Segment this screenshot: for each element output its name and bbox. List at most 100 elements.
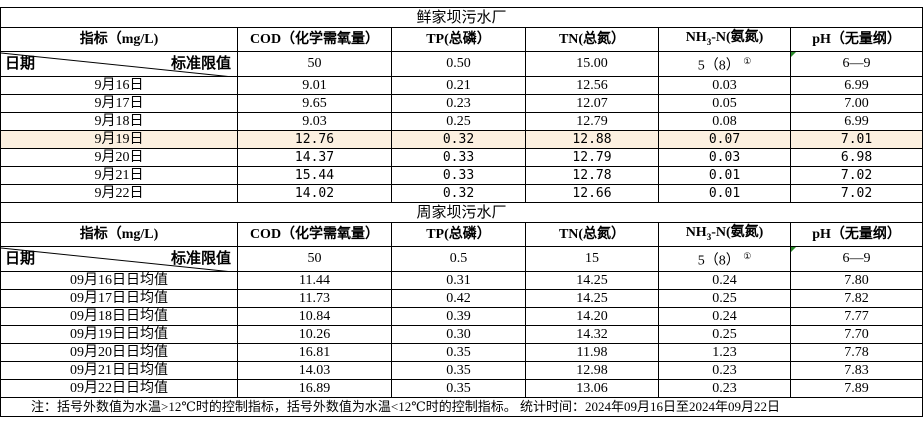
standard-value: 6—9: [789, 51, 924, 77]
value-cell: 16.81: [237, 343, 392, 362]
diagonal-header-cell: 日期 标准限值: [0, 51, 238, 77]
value-cell: 0.23: [391, 94, 526, 113]
date-cell: 09月19日日均值: [0, 325, 238, 344]
value-cell: 12.79: [525, 112, 659, 131]
value-cell: 12.76: [237, 130, 392, 149]
value-cell: 0.31: [391, 271, 526, 290]
value-cell: 0.35: [391, 361, 526, 380]
standard-value: 50: [237, 246, 392, 272]
table-row: 09月21日日均值 14.03 0.35 12.98 0.23 7.83: [0, 361, 924, 380]
value-cell: 0.25: [658, 289, 791, 308]
value-cell: 12.78: [525, 166, 659, 185]
value-cell: 6.98: [789, 148, 924, 167]
date-cell: 9月21日: [0, 166, 238, 185]
value-cell: 0.32: [391, 130, 526, 149]
date-cell: 09月21日日均值: [0, 361, 238, 380]
value-cell: 11.44: [237, 271, 392, 290]
value-cell: 0.05: [658, 94, 791, 113]
value-cell: 0.03: [658, 148, 791, 167]
table-row: 09月20日日均值 16.81 0.35 11.98 1.23 7.78: [0, 343, 924, 362]
table-row: 9月22日 14.02 0.32 12.66 0.01 7.02: [0, 184, 924, 203]
date-cell: 9月18日: [0, 112, 238, 131]
standard-value: 15.00: [525, 51, 659, 77]
value-cell: 7.02: [789, 166, 924, 185]
table-row: 9月17日 9.65 0.23 12.07 0.05 7.00: [0, 94, 924, 113]
value-cell: 9.65: [237, 94, 392, 113]
value-cell: 7.70: [789, 325, 924, 344]
header-nh3n: NH3-N(氨氮): [658, 27, 791, 52]
value-cell: 7.00: [789, 94, 924, 113]
value-cell: 16.89: [237, 379, 392, 398]
value-cell: 7.78: [789, 343, 924, 362]
value-cell: 9.01: [237, 76, 392, 95]
standard-value: 6—9: [789, 246, 924, 272]
value-cell: 7.89: [789, 379, 924, 398]
value-cell: 15.44: [237, 166, 392, 185]
standard-value: 5（8） ①: [658, 51, 791, 77]
date-cell: 09月18日日均值: [0, 307, 238, 326]
value-cell: 0.01: [658, 184, 791, 203]
header-cell: 指标（mg/L): [0, 27, 238, 52]
plant-title: 鲜家坝污水厂: [0, 7, 924, 28]
value-cell: 1.23: [658, 343, 791, 362]
value-cell: 10.26: [237, 325, 392, 344]
table-row: 09月22日日均值 16.89 0.35 13.06 0.23 7.89: [0, 379, 924, 398]
table-row: 9月19日 12.76 0.32 12.88 0.07 7.01: [0, 130, 924, 149]
value-cell: 7.77: [789, 307, 924, 326]
standard-label: 标准限值: [170, 56, 231, 72]
value-cell: 7.02: [789, 184, 924, 203]
footnote-mark: ①: [743, 56, 752, 67]
header-cell: pH（无量纲）: [789, 27, 924, 52]
value-cell: 11.73: [237, 289, 392, 308]
value-cell: 14.25: [525, 289, 659, 308]
plant-title-row: 鲜家坝污水厂: [0, 7, 924, 28]
value-cell: 14.25: [525, 271, 659, 290]
table-row: 09月19日日均值 10.26 0.30 14.32 0.25 7.70: [0, 325, 924, 344]
footnote-mark: ①: [743, 251, 752, 262]
value-cell: 0.01: [658, 166, 791, 185]
value-cell: 0.30: [391, 325, 526, 344]
value-cell: 0.08: [658, 112, 791, 131]
table-row: 09月18日日均值 10.84 0.39 14.20 0.24 7.77: [0, 307, 924, 326]
table-row: 9月20日 14.37 0.33 12.79 0.03 6.98: [0, 148, 924, 167]
date-label: 日期: [5, 56, 36, 72]
value-cell: 14.37: [237, 148, 392, 167]
table-row: 9月16日 9.01 0.21 12.56 0.03 6.99: [0, 76, 924, 95]
value-cell: 6.99: [789, 76, 924, 95]
water-quality-report: 鲜家坝污水厂 指标（mg/L) COD（化学需氧量） TP(总磷） TN(总氮） NH3-…: [0, 7, 924, 417]
value-cell: 0.39: [391, 307, 526, 326]
value-cell: 0.35: [391, 379, 526, 398]
value-cell: 0.25: [391, 112, 526, 131]
date-cell: 9月16日: [0, 76, 238, 95]
note-row: 注：括号外数值为水温>12℃时的控制指标，括号外数值为水温<12℃时的控制指标。…: [0, 397, 924, 417]
value-cell: 12.79: [525, 148, 659, 167]
standard-row: 日期 标准限值 50 0.5 15 5（8） ① 6—9: [0, 246, 924, 272]
header-nh3n: NH3-N(氨氮): [658, 222, 791, 247]
value-cell: 14.32: [525, 325, 659, 344]
value-cell: 12.56: [525, 76, 659, 95]
value-cell: 0.24: [658, 307, 791, 326]
standard-label: 标准限值: [170, 251, 231, 267]
value-cell: 9.03: [237, 112, 392, 131]
header-cell: TN(总氮）: [525, 222, 659, 247]
date-cell: 09月17日日均值: [0, 289, 238, 308]
value-cell: 0.33: [391, 166, 526, 185]
table-row: 9月18日 9.03 0.25 12.79 0.08 6.99: [0, 112, 924, 131]
header-cell: TP(总磷）: [391, 27, 526, 52]
water-quality-table: 鲜家坝污水厂 指标（mg/L) COD（化学需氧量） TP(总磷） TN(总氮） NH3-…: [0, 7, 924, 417]
date-cell: 9月17日: [0, 94, 238, 113]
value-cell: 0.42: [391, 289, 526, 308]
value-cell: 12.66: [525, 184, 659, 203]
value-cell: 0.21: [391, 76, 526, 95]
header-cell: 指标（mg/L): [0, 222, 238, 247]
value-cell: 12.88: [525, 130, 659, 149]
plant-title: 周家坝污水厂: [0, 202, 924, 223]
diagonal-header-cell: 日期 标准限值: [0, 246, 238, 272]
date-cell: 09月22日日均值: [0, 379, 238, 398]
value-cell: 14.20: [525, 307, 659, 326]
value-cell: 13.06: [525, 379, 659, 398]
date-cell: 9月20日: [0, 148, 238, 167]
value-cell: 7.83: [789, 361, 924, 380]
value-cell: 12.07: [525, 94, 659, 113]
value-cell: 0.07: [658, 130, 791, 149]
